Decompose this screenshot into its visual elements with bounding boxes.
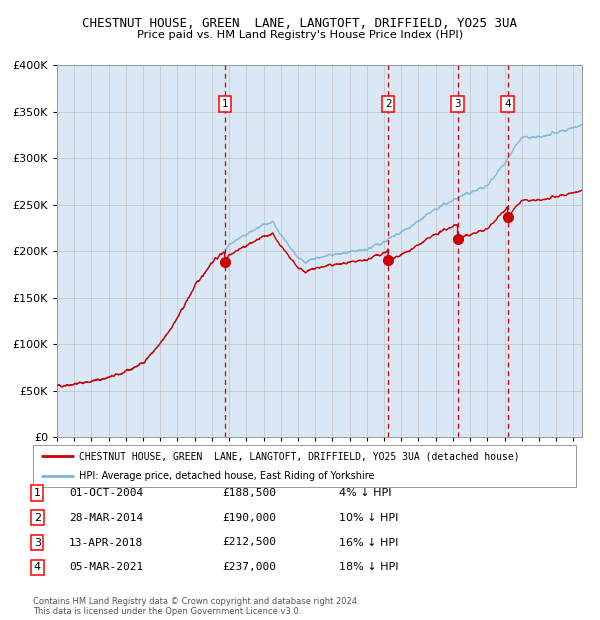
Text: Contains HM Land Registry data © Crown copyright and database right 2024.: Contains HM Land Registry data © Crown c… (33, 597, 359, 606)
Text: £190,000: £190,000 (222, 513, 276, 523)
Text: CHESTNUT HOUSE, GREEN  LANE, LANGTOFT, DRIFFIELD, YO25 3UA (detached house): CHESTNUT HOUSE, GREEN LANE, LANGTOFT, DR… (79, 451, 520, 461)
Text: 28-MAR-2014: 28-MAR-2014 (69, 513, 143, 523)
Bar (57, 65, 582, 437)
Text: 4% ↓ HPI: 4% ↓ HPI (339, 488, 391, 498)
Text: 05-MAR-2021: 05-MAR-2021 (69, 562, 143, 572)
Text: 2: 2 (385, 99, 391, 109)
Text: 4: 4 (505, 99, 511, 109)
Text: 1: 1 (221, 99, 228, 109)
Text: CHESTNUT HOUSE, GREEN  LANE, LANGTOFT, DRIFFIELD, YO25 3UA: CHESTNUT HOUSE, GREEN LANE, LANGTOFT, DR… (83, 17, 517, 30)
Text: 10% ↓ HPI: 10% ↓ HPI (339, 513, 398, 523)
Text: £212,500: £212,500 (222, 538, 276, 547)
Text: Price paid vs. HM Land Registry's House Price Index (HPI): Price paid vs. HM Land Registry's House … (137, 30, 463, 40)
Text: 16% ↓ HPI: 16% ↓ HPI (339, 538, 398, 547)
Text: HPI: Average price, detached house, East Riding of Yorkshire: HPI: Average price, detached house, East… (79, 471, 374, 481)
Text: 2: 2 (34, 513, 41, 523)
Text: 4: 4 (34, 562, 41, 572)
Text: This data is licensed under the Open Government Licence v3.0.: This data is licensed under the Open Gov… (33, 607, 301, 616)
Text: 1: 1 (34, 488, 41, 498)
Text: 13-APR-2018: 13-APR-2018 (69, 538, 143, 547)
Text: 18% ↓ HPI: 18% ↓ HPI (339, 562, 398, 572)
Text: £188,500: £188,500 (222, 488, 276, 498)
Text: 3: 3 (454, 99, 461, 109)
Text: £237,000: £237,000 (222, 562, 276, 572)
Text: 01-OCT-2004: 01-OCT-2004 (69, 488, 143, 498)
Text: 3: 3 (34, 538, 41, 547)
